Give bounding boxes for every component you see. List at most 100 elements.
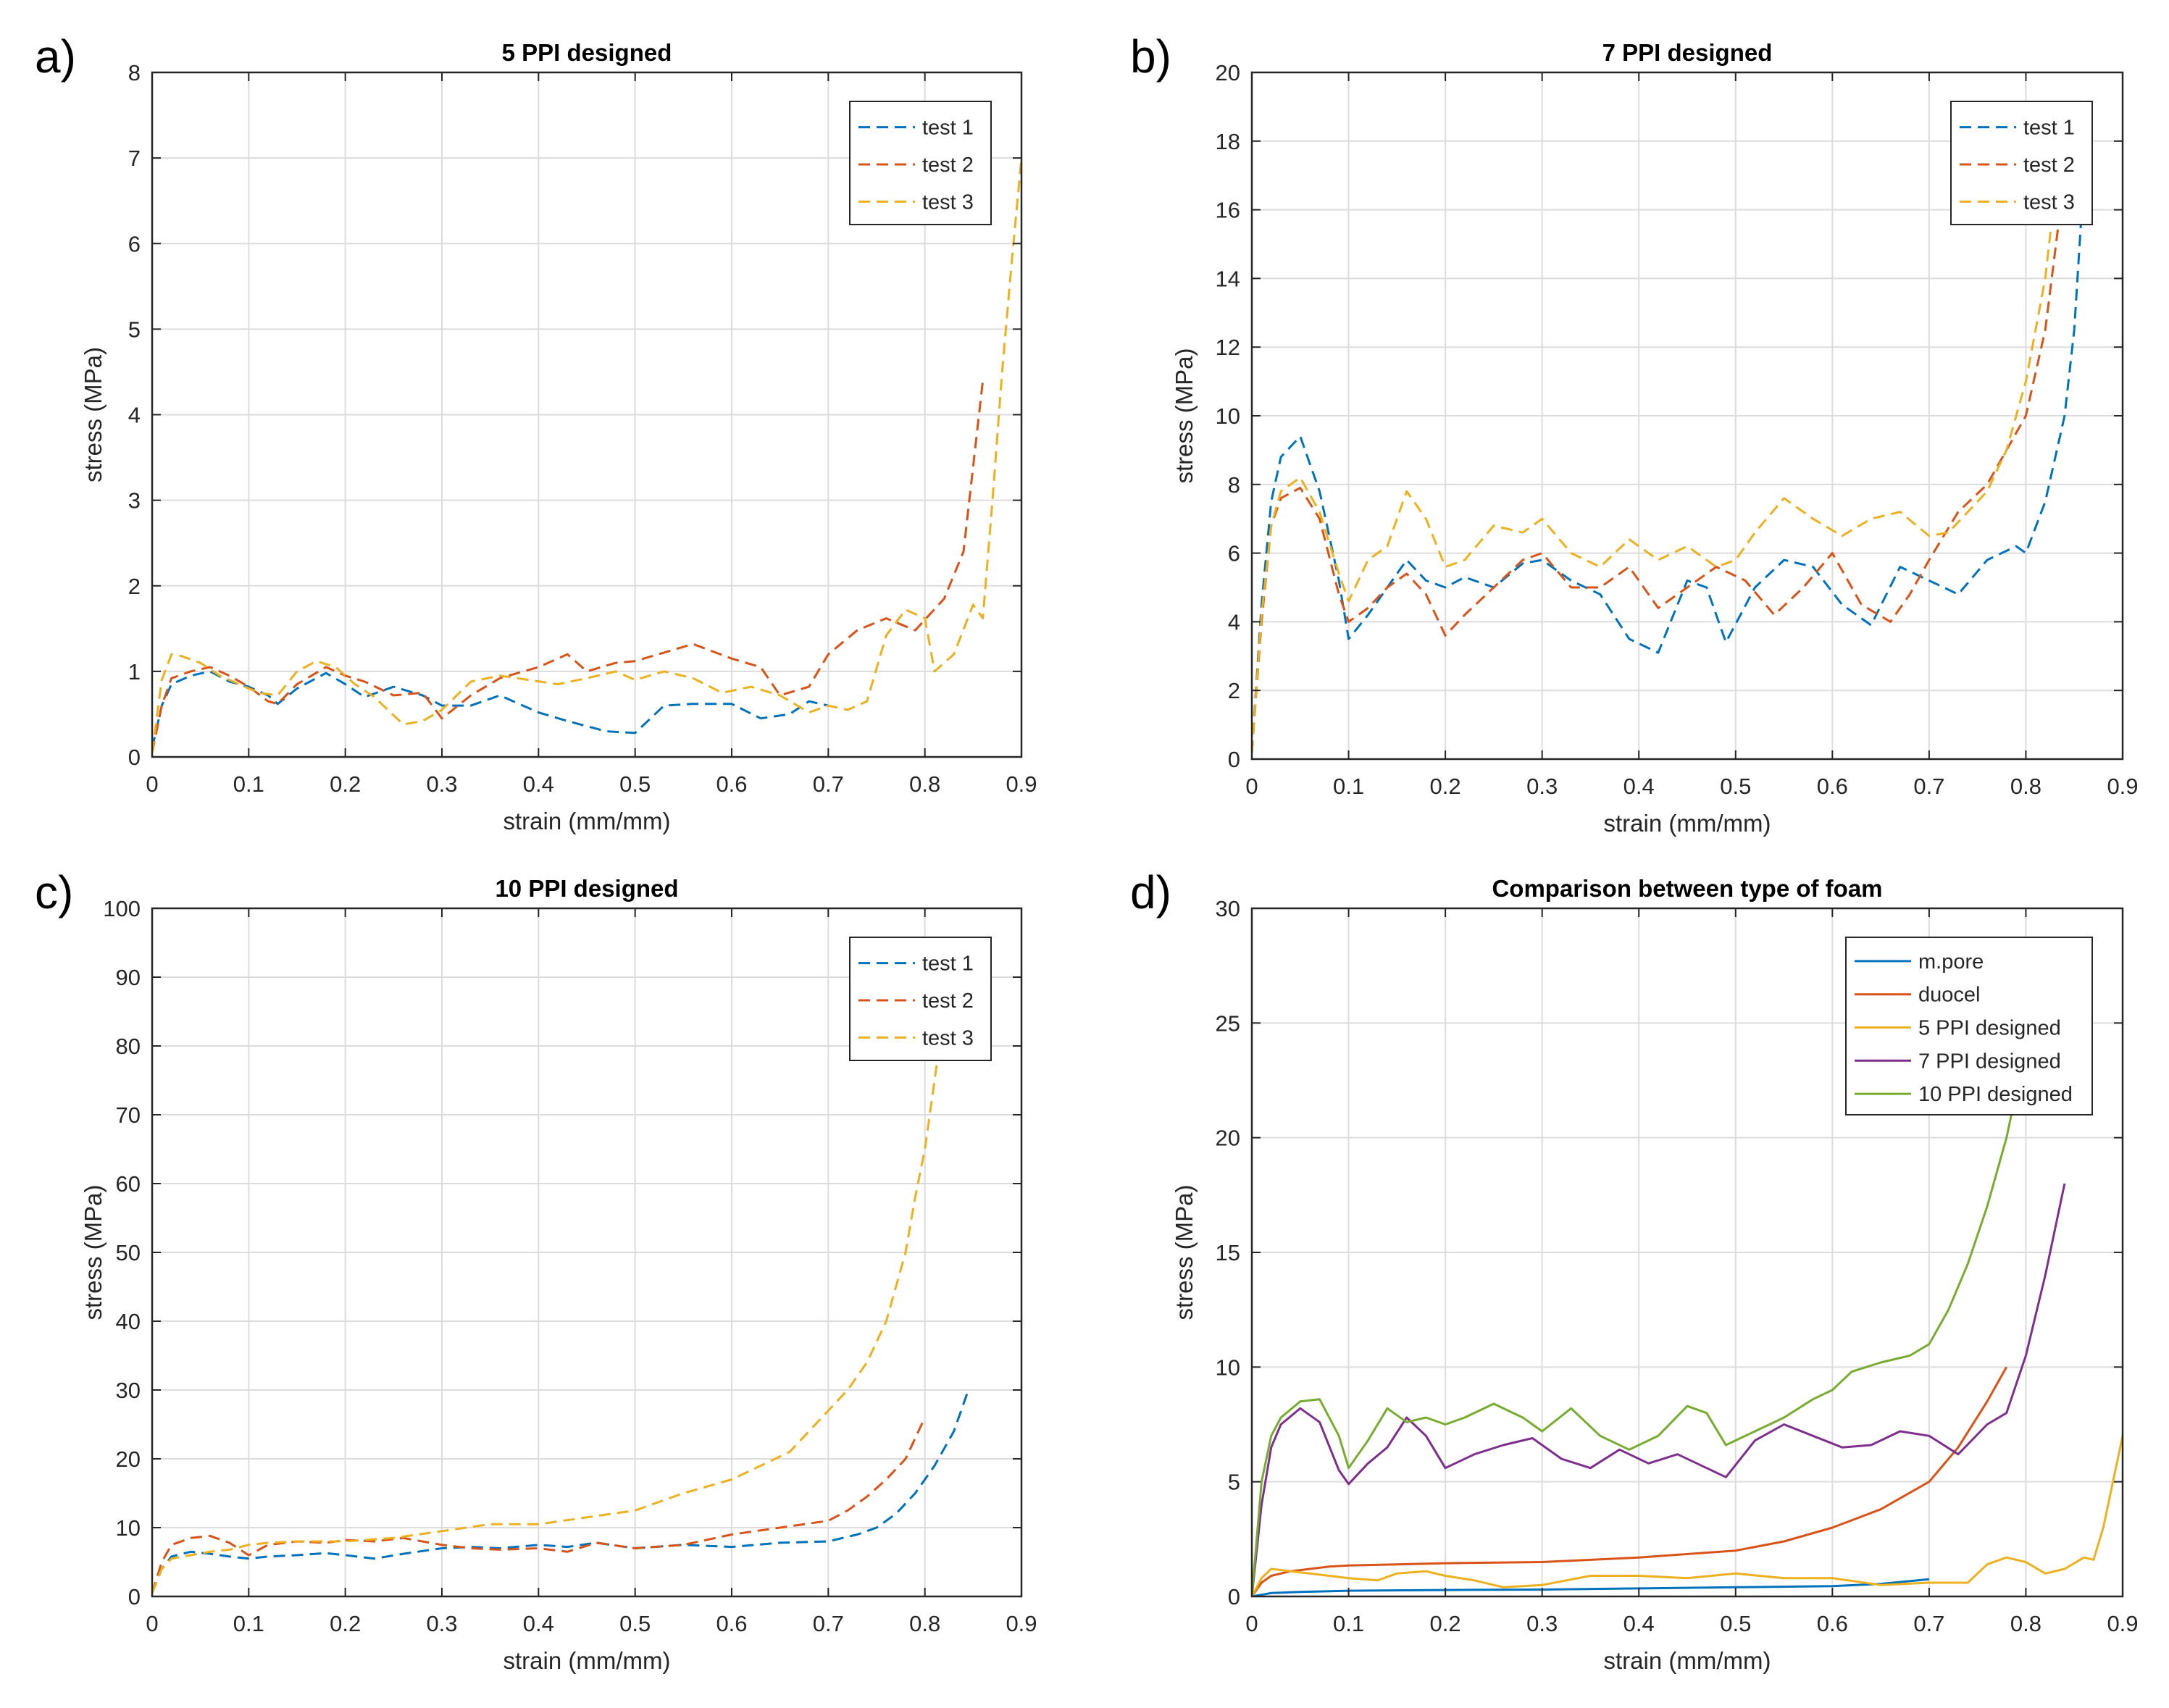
series-line-7-ppi-designed: [1252, 1183, 2066, 1596]
x-tick-label: 0.2: [1430, 1611, 1461, 1636]
x-tick-label: 0: [1245, 774, 1258, 799]
legend-label: test 2: [922, 154, 974, 177]
y-tick-label: 8: [1228, 472, 1240, 498]
y-tick-label: 50: [116, 1240, 141, 1265]
y-tick-label: 30: [1216, 896, 1240, 921]
chart-title: 5 PPI designed: [502, 39, 672, 66]
x-tick-label: 0.5: [619, 771, 651, 797]
x-tick-label: 0.4: [523, 771, 554, 797]
x-tick-label: 0.6: [1817, 1611, 1848, 1636]
x-tick-label: 0.2: [1430, 774, 1461, 799]
chart-panel-d: 0 0.1 0.2 0.3 0.4 0.5 0.6 0.7 0.8 0.9 0 5 10 15 20 25 30…: [1130, 866, 2139, 1674]
legend: test 1 test 2 test 3: [849, 937, 992, 1061]
series-line-test-1: [1252, 175, 2086, 753]
legend-label: test 3: [2023, 191, 2075, 214]
legend-label: 10 PPI designed: [1918, 1083, 2073, 1106]
y-axis-label: stress (MPa): [80, 347, 106, 482]
y-tick-label: 5: [128, 317, 141, 342]
x-tick-label: 0.9: [1006, 1611, 1037, 1636]
y-tick-label: 25: [1216, 1010, 1240, 1036]
legend: test 1 test 2 test 3: [849, 101, 992, 225]
chart-panel-a: 0 0.1 0.2 0.3 0.4 0.5 0.6 0.7 0.8 0.9 0 1 2 3 4 5 6 7 8 5 P…: [35, 30, 1037, 834]
y-tick-label: 10: [1216, 1355, 1240, 1380]
x-tick-label: 0.3: [1526, 1611, 1558, 1636]
legend-label: test 2: [922, 989, 974, 1013]
legend-label: test 1: [2023, 117, 2075, 140]
chart-panel-b: 0 0.1 0.2 0.3 0.4 0.5 0.6 0.7 0.8 0.9 0 2 4 6 8 10 12 14 1…: [1130, 30, 2139, 837]
series-line-test-3: [152, 157, 1021, 753]
legend: test 1 test 2 test 3: [1950, 101, 2093, 225]
panel-label: b): [1130, 30, 1171, 83]
y-tick-label: 90: [116, 965, 141, 990]
series-line-test-3: [1252, 192, 2056, 753]
legend-label: duocel: [1918, 984, 1980, 1007]
x-tick-label: 0.4: [1623, 774, 1655, 799]
y-tick-label: 18: [1216, 129, 1240, 154]
x-tick-label: 0.1: [1333, 1611, 1364, 1636]
y-tick-label: 10: [116, 1515, 141, 1541]
y-axis-label: stress (MPa): [1171, 348, 1198, 483]
y-tick-label: 5: [1228, 1470, 1240, 1495]
y-tick-label: 8: [128, 60, 141, 85]
chart-title: Comparison between type of foam: [1492, 875, 1882, 902]
legend: m.pore duocel 5 PPI designed 7 PPI designed…: [1845, 937, 2093, 1115]
legend-label: m.pore: [1918, 950, 1984, 974]
series-line-5-ppi-designed: [1252, 1435, 2123, 1596]
y-tick-label: 6: [128, 231, 141, 256]
x-axis-label: strain (mm/mm): [1604, 1647, 1771, 1674]
x-tick-label: 0.8: [909, 771, 940, 797]
y-tick-label: 3: [128, 488, 141, 514]
legend-box: [849, 101, 992, 225]
series-line-test-3: [152, 1011, 945, 1594]
x-tick-label: 0.1: [233, 771, 264, 797]
panel-label: a): [35, 30, 76, 83]
x-tick-label: 0.4: [523, 1611, 554, 1636]
y-tick-label: 14: [1216, 266, 1240, 291]
x-tick-label: 0.7: [1913, 1611, 1944, 1636]
series-line-test-1: [152, 1389, 970, 1594]
legend-label: test 1: [922, 117, 974, 140]
y-tick-label: 7: [128, 146, 141, 171]
x-tick-label: 0.2: [330, 771, 361, 797]
x-tick-label: 0.9: [2107, 774, 2138, 799]
legend-label: test 3: [922, 191, 974, 214]
y-tick-label: 15: [1216, 1240, 1240, 1265]
x-tick-label: 0: [146, 771, 158, 797]
y-tick-label: 40: [116, 1309, 141, 1334]
x-tick-label: 0.5: [1720, 1611, 1751, 1636]
series-line-test-1: [152, 670, 829, 749]
legend-label: 5 PPI designed: [1918, 1017, 2061, 1040]
y-axis-label: stress (MPa): [1171, 1184, 1198, 1320]
x-tick-label: 0.3: [1526, 774, 1558, 799]
y-tick-label: 2: [128, 574, 141, 599]
x-tick-label: 0.9: [2107, 1611, 2138, 1636]
y-tick-label: 1: [128, 659, 141, 685]
y-tick-label: 20: [1216, 60, 1240, 85]
y-tick-label: 0: [1228, 1584, 1240, 1609]
legend-box: [1950, 101, 2093, 225]
x-tick-label: 0.5: [619, 1611, 651, 1636]
y-tick-label: 0: [128, 745, 141, 770]
chart-title: 7 PPI designed: [1602, 39, 1773, 66]
y-tick-label: 0: [1228, 747, 1240, 772]
x-tick-label: 0.6: [716, 771, 747, 797]
x-tick-label: 0.2: [330, 1611, 361, 1636]
y-tick-label: 0: [128, 1584, 141, 1609]
x-tick-label: 0.3: [426, 1611, 457, 1636]
legend-label: test 3: [922, 1026, 974, 1050]
series-line-test-2: [152, 380, 985, 753]
legend-label: test 1: [922, 953, 974, 976]
x-tick-label: 0.7: [1913, 774, 1944, 799]
y-tick-label: 16: [1216, 198, 1240, 223]
y-tick-label: 12: [1216, 335, 1240, 360]
y-tick-label: 20: [1216, 1126, 1240, 1151]
y-tick-label: 4: [1228, 609, 1240, 635]
x-axis-label: strain (mm/mm): [503, 1647, 671, 1674]
y-tick-label: 70: [116, 1102, 141, 1128]
x-tick-label: 0.9: [1006, 771, 1037, 797]
x-tick-label: 0.6: [1817, 774, 1848, 799]
y-tick-label: 60: [116, 1171, 141, 1197]
legend-label: 7 PPI designed: [1918, 1050, 2061, 1073]
x-tick-label: 0.8: [2010, 774, 2041, 799]
